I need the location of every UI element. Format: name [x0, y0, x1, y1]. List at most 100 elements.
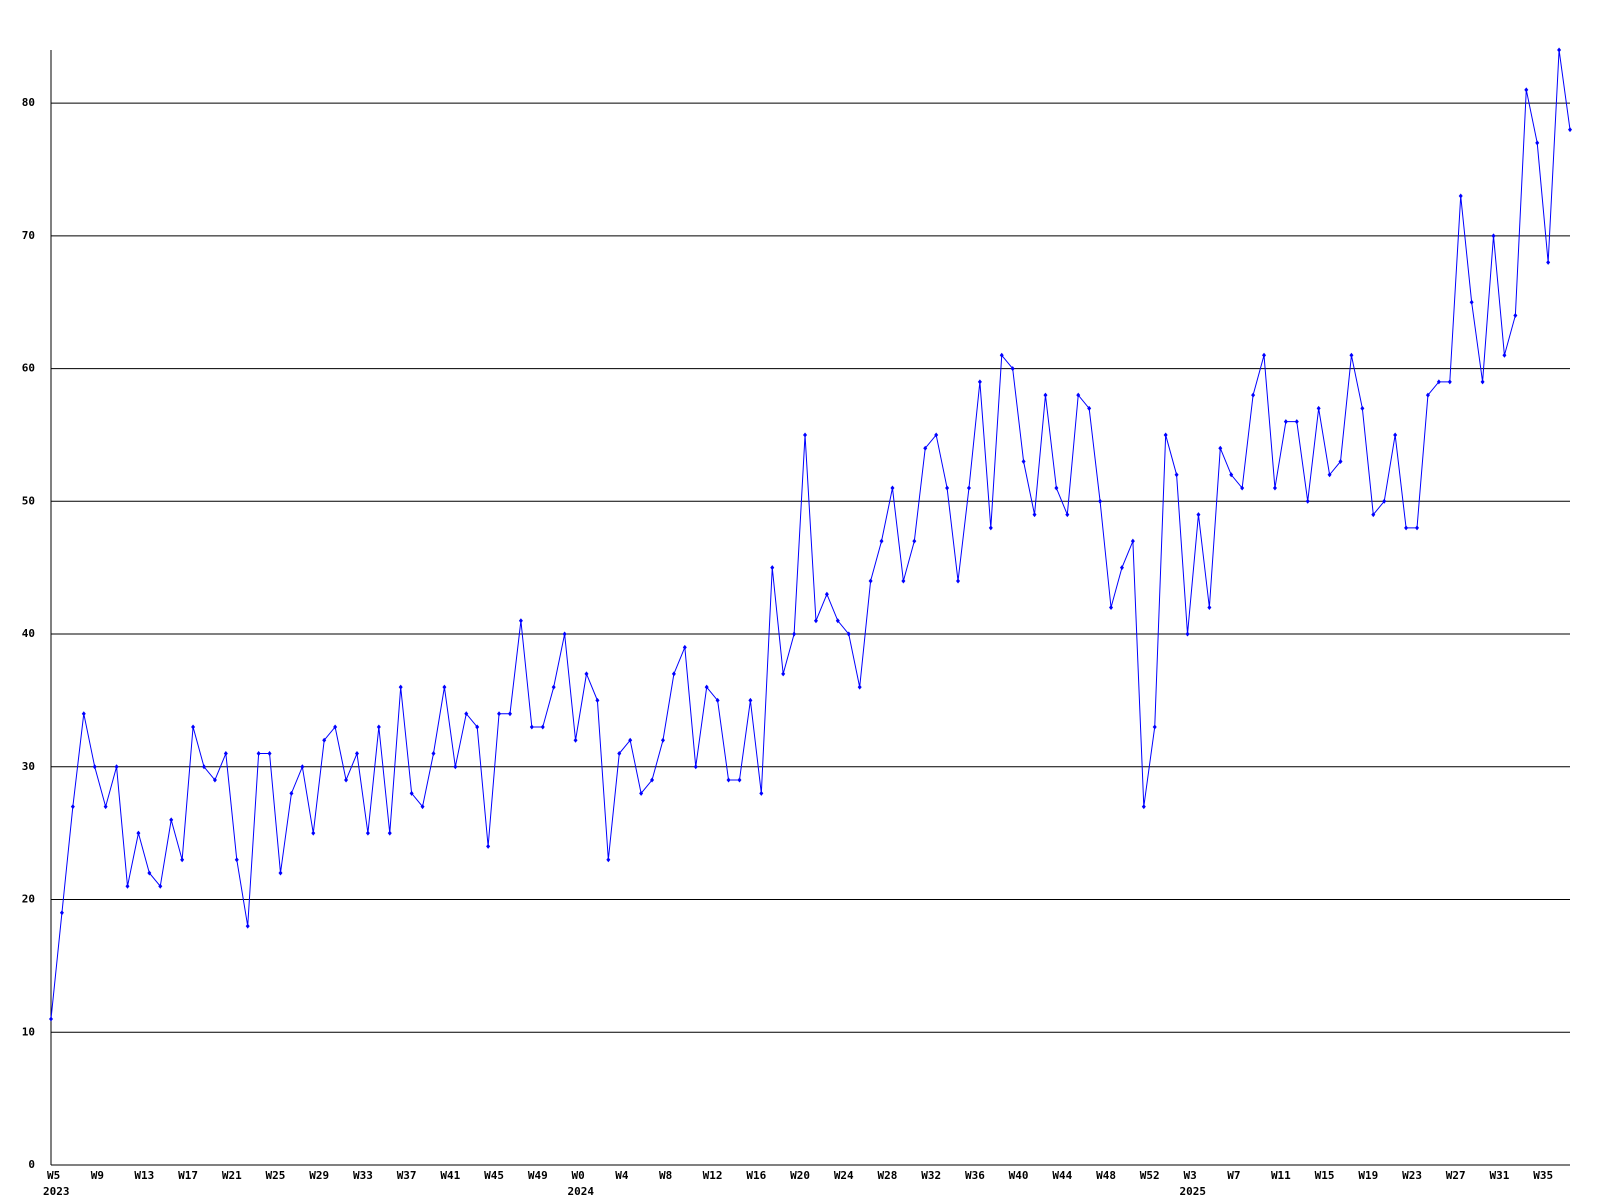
data-point [1218, 445, 1223, 451]
data-point [1021, 458, 1026, 464]
data-point [1294, 419, 1299, 425]
data-point [1316, 405, 1321, 411]
data-point [125, 883, 130, 889]
data-point [857, 684, 862, 690]
data-point [1404, 525, 1409, 531]
x-tick-label: W4 [615, 1169, 629, 1182]
data-point [507, 711, 512, 717]
data-point [387, 830, 392, 836]
data-point [1251, 392, 1256, 398]
x-tick-label: W5 [47, 1169, 60, 1182]
data-point [923, 445, 928, 451]
data-point [737, 777, 742, 783]
data-point [1043, 392, 1048, 398]
data-point [1491, 233, 1496, 239]
x-tick-label: W31 [1490, 1169, 1510, 1182]
data-point [1065, 512, 1070, 518]
y-tick-label: 80 [22, 96, 35, 109]
data-point [486, 843, 491, 849]
y-tick-label: 60 [22, 362, 35, 375]
data-point [529, 724, 534, 730]
data-point [1415, 525, 1420, 531]
x-tick-label: W21 [222, 1169, 242, 1182]
data-point [1076, 392, 1081, 398]
x-year-label: 2024 [568, 1185, 595, 1198]
data-point [1283, 419, 1288, 425]
data-point [191, 724, 196, 730]
data-point [824, 591, 829, 597]
data-point [562, 631, 567, 637]
x-tick-label: W49 [528, 1169, 548, 1182]
data-point [497, 711, 502, 717]
data-point [114, 764, 119, 770]
x-tick-label: W36 [965, 1169, 985, 1182]
data-point [879, 538, 884, 544]
data-point [846, 631, 851, 637]
data-point [289, 790, 294, 796]
data-point [1535, 140, 1540, 146]
x-tick-label: W44 [1052, 1169, 1072, 1182]
data-point [1524, 87, 1529, 93]
data-point [781, 671, 786, 677]
data-point [1458, 193, 1463, 199]
data-point [180, 857, 185, 863]
data-point [1502, 352, 1507, 358]
data-point [81, 711, 86, 717]
x-tick-label: W11 [1271, 1169, 1291, 1182]
data-point [1272, 485, 1277, 491]
data-point [267, 751, 272, 757]
data-point [1163, 432, 1168, 438]
data-point [813, 618, 818, 624]
x-tick-label: W8 [659, 1169, 672, 1182]
data-point [169, 817, 174, 823]
data-point [333, 724, 338, 730]
data-point [977, 379, 982, 385]
x-tick-label: W9 [91, 1169, 104, 1182]
data-point [551, 684, 556, 690]
data-point [1425, 392, 1430, 398]
data-point [223, 751, 228, 757]
data-point [245, 923, 250, 929]
data-point [835, 618, 840, 624]
data-point [1174, 472, 1179, 478]
data-point [49, 1016, 53, 1022]
x-tick-label: W33 [353, 1169, 373, 1182]
data-point [966, 485, 971, 491]
x-tick-label: W25 [266, 1169, 286, 1182]
data-point [1032, 512, 1037, 518]
data-point [420, 804, 425, 810]
data-point [606, 857, 611, 863]
data-point [1130, 538, 1135, 544]
data-point [311, 830, 316, 836]
data-point [344, 777, 349, 783]
y-tick-label: 40 [22, 627, 35, 640]
data-point [650, 777, 655, 783]
data-point [770, 565, 775, 571]
data-point [1447, 379, 1452, 385]
data-point [1109, 605, 1114, 610]
data-point [354, 751, 359, 757]
data-point [1087, 405, 1092, 411]
data-point [748, 697, 753, 703]
data-point [868, 578, 873, 584]
data-point [201, 764, 206, 770]
data-point [1546, 259, 1551, 265]
data-point [660, 737, 665, 743]
data-point [1207, 605, 1212, 610]
data-point [540, 724, 545, 730]
data-point [518, 618, 523, 624]
x-tick-label: W27 [1446, 1169, 1466, 1182]
data-point [1010, 366, 1015, 372]
data-point [300, 764, 305, 770]
data-point [1119, 565, 1124, 571]
data-point [715, 697, 720, 703]
x-tick-label: W23 [1402, 1169, 1422, 1182]
x-tick-label: W3 [1184, 1169, 1197, 1182]
x-tick-label: W48 [1096, 1169, 1116, 1182]
data-point [934, 432, 939, 438]
data-point [92, 764, 97, 770]
data-point [1349, 352, 1354, 358]
x-tick-label: W0 [572, 1169, 585, 1182]
data-point [365, 830, 370, 836]
x-tick-label: W17 [178, 1169, 198, 1182]
